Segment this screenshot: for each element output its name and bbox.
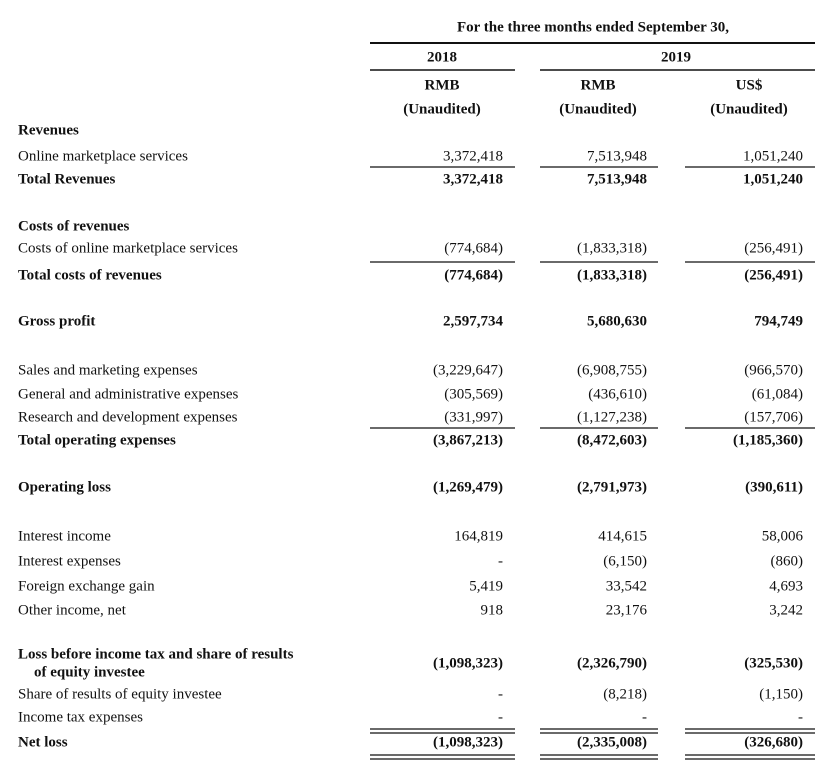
cell-value: (1,833,318) [577, 267, 647, 283]
row-label: Research and development expenses [18, 409, 238, 425]
currency: RMB [581, 77, 616, 93]
cell-value: (2,335,008) [577, 734, 647, 750]
cell-value: (331,997) [444, 409, 503, 425]
cell-value: 4,693 [769, 578, 803, 594]
cell-value: (256,491) [744, 240, 803, 256]
cell-value: (3,867,213) [433, 432, 503, 448]
cell-value: 3,242 [769, 602, 803, 618]
cell-value: 7,513,948 [587, 148, 647, 164]
cell-value: - [498, 553, 503, 569]
cell-value: (436,610) [588, 386, 647, 402]
cell-value: 3,372,418 [443, 171, 503, 187]
row-label: Interest income [18, 528, 111, 544]
audit-status: (Unaudited) [403, 101, 481, 117]
row-label: Total operating expenses [18, 432, 176, 448]
cell-value: (325,530) [744, 655, 803, 671]
row-label: Total Revenues [18, 171, 116, 187]
row-label: General and administrative expenses [18, 386, 238, 402]
row-label: Operating loss [18, 479, 111, 495]
cell-value: (1,833,318) [577, 240, 647, 256]
period-title: For the three months ended September 30, [457, 19, 729, 35]
cell-value: (1,269,479) [433, 479, 503, 495]
cell-value: (157,706) [744, 409, 803, 425]
year: 2019 [661, 49, 691, 65]
cell-value: - [798, 709, 803, 725]
cell-value: (256,491) [744, 267, 803, 283]
cell-value: 2,597,734 [443, 313, 504, 329]
cell-value: 918 [481, 602, 504, 618]
cell-value: 1,051,240 [743, 171, 803, 187]
row-label: Online marketplace services [18, 148, 188, 164]
cell-value: - [498, 686, 503, 702]
row-label: Gross profit [18, 313, 95, 329]
cell-value: (305,569) [444, 386, 503, 402]
cell-value: (6,908,755) [577, 362, 647, 378]
cell-value: 5,419 [469, 578, 503, 594]
cell-value: (2,326,790) [577, 655, 647, 671]
cell-value: 3,372,418 [443, 148, 503, 164]
row-label: Costs of revenues [18, 218, 130, 234]
cell-value: 794,749 [754, 313, 803, 329]
cell-value: 414,615 [598, 528, 647, 544]
row-label: Sales and marketing expenses [18, 362, 198, 378]
cell-value: (1,150) [759, 686, 803, 702]
cell-value: (6,150) [603, 553, 647, 569]
row-label: Foreign exchange gain [18, 578, 155, 594]
cell-value: (774,684) [444, 240, 503, 256]
row-label: Income tax expenses [18, 709, 143, 725]
cell-value: - [642, 709, 647, 725]
audit-status: (Unaudited) [710, 101, 788, 117]
cell-value: 23,176 [606, 602, 648, 618]
row-label: Net loss [18, 734, 68, 750]
cell-value: - [498, 709, 503, 725]
cell-value: (326,680) [744, 734, 803, 750]
row-label: Revenues [18, 122, 79, 138]
cell-value: (2,791,973) [577, 479, 647, 495]
row-label: of equity investee [34, 664, 145, 680]
cell-value: (8,218) [603, 686, 647, 702]
audit-status: (Unaudited) [559, 101, 637, 117]
row-label: Share of results of equity investee [18, 686, 222, 702]
currency: RMB [425, 77, 460, 93]
cell-value: (1,185,360) [733, 432, 803, 448]
row-label: Costs of online marketplace services [18, 240, 238, 256]
cell-value: (1,098,323) [433, 655, 503, 671]
cell-value: (61,084) [752, 386, 803, 402]
cell-value: (1,127,238) [577, 409, 647, 425]
cell-value: (774,684) [444, 267, 503, 283]
cell-value: (3,229,647) [433, 362, 503, 378]
cell-value: (8,472,603) [577, 432, 647, 448]
cell-value: 1,051,240 [743, 148, 803, 164]
year: 2018 [427, 49, 457, 65]
cell-value: 33,542 [606, 578, 647, 594]
cell-value: 58,006 [762, 528, 804, 544]
cell-value: (966,570) [744, 362, 803, 378]
cell-value: 5,680,630 [587, 313, 647, 329]
cell-value: 7,513,948 [587, 171, 647, 187]
row-label: Interest expenses [18, 553, 121, 569]
cell-value: 164,819 [454, 528, 503, 544]
row-label: Loss before income tax and share of resu… [18, 646, 294, 662]
row-label: Total costs of revenues [18, 267, 162, 283]
cell-value: (860) [771, 553, 804, 569]
cell-value: (390,611) [745, 479, 803, 495]
cell-value: (1,098,323) [433, 734, 503, 750]
currency: US$ [736, 77, 763, 93]
row-label: Other income, net [18, 602, 127, 618]
